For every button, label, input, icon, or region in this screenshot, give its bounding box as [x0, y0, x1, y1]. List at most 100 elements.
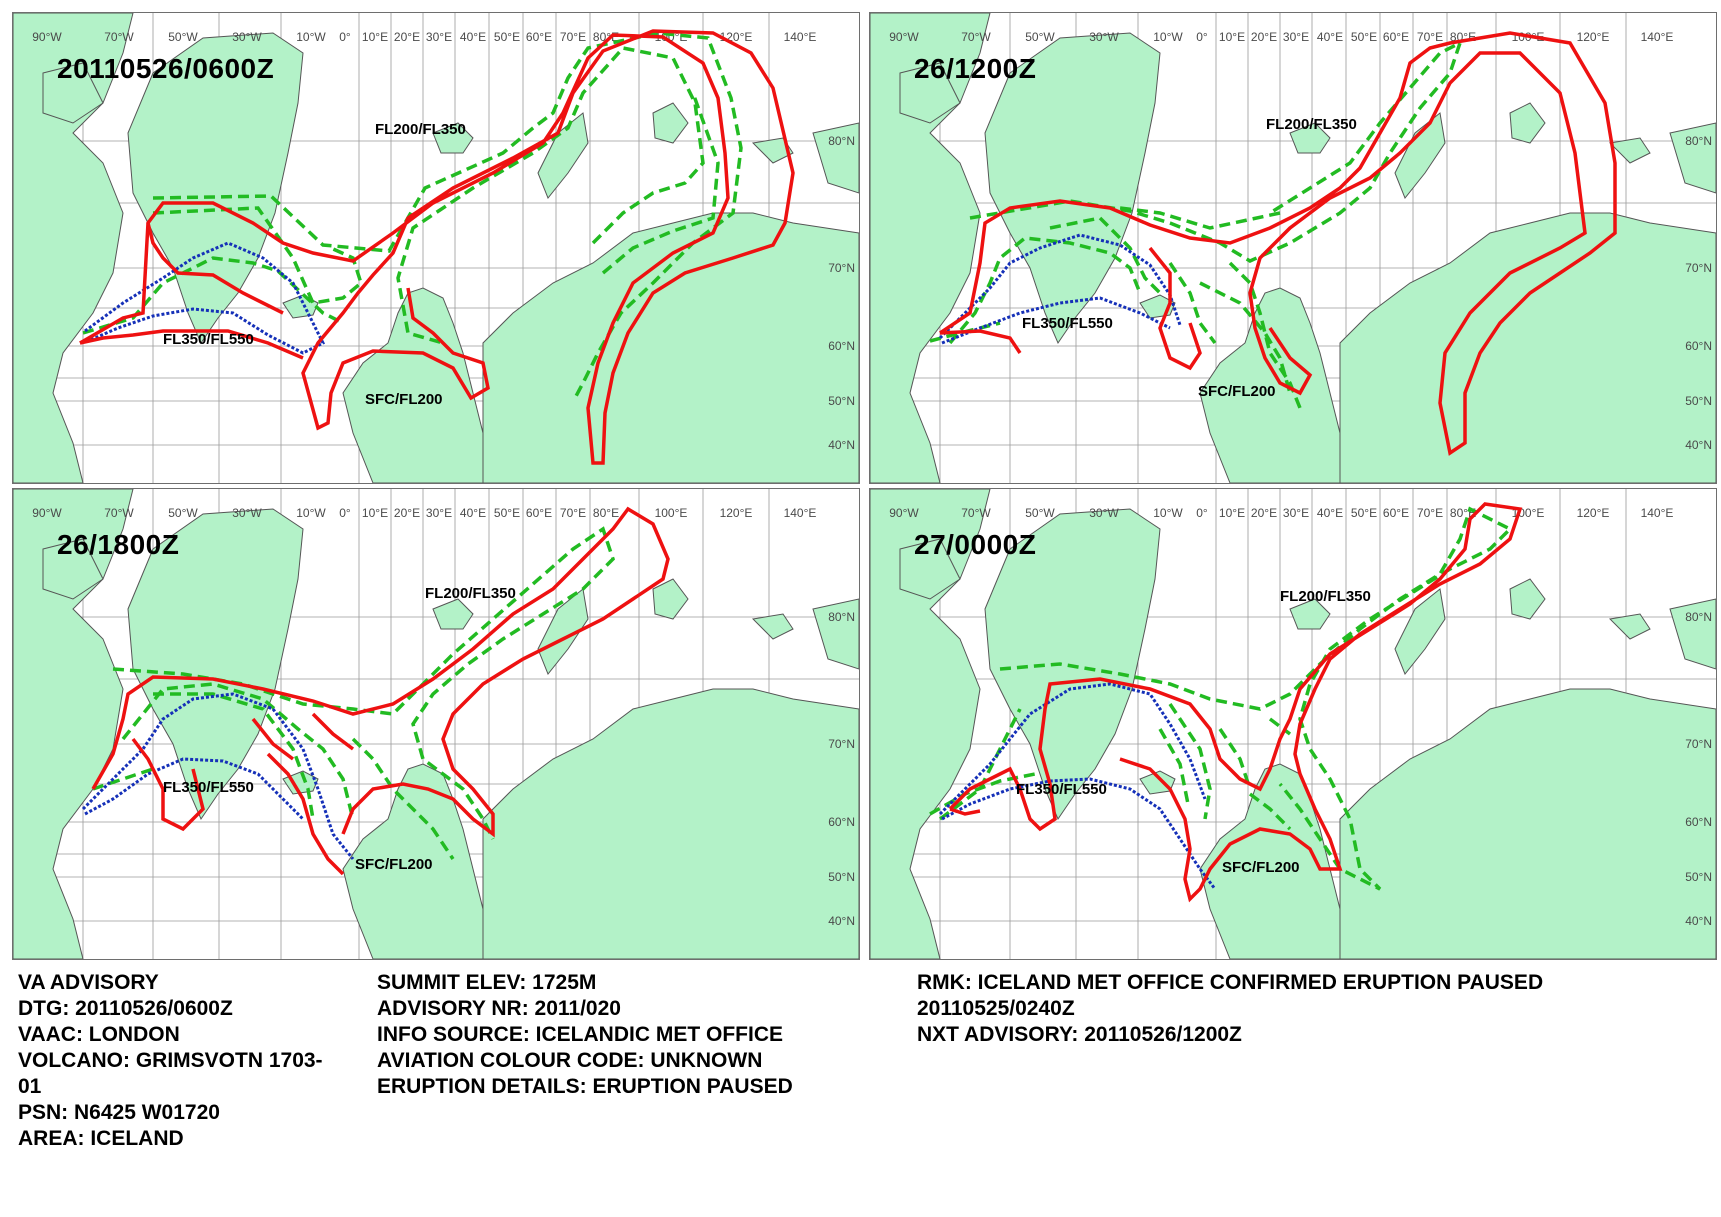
ash-contours — [79, 29, 795, 465]
longitude-label: 100°E — [655, 506, 688, 520]
land-area — [1289, 122, 1331, 154]
level-label-fl350-fl550: FL350/FL550 — [1022, 315, 1113, 332]
sfc-fl200-contour — [948, 502, 1523, 903]
fl350-fl550-contour — [938, 233, 1182, 345]
fl200-fl350-outer-contour — [938, 506, 1513, 891]
ash-contours — [929, 31, 1617, 456]
longitude-label: 60°E — [1383, 506, 1409, 520]
longitude-label: 0° — [1196, 30, 1208, 44]
latitude-label: 70°N — [1685, 261, 1712, 275]
land-area — [1669, 122, 1716, 194]
longitude-label: 20°E — [1251, 30, 1277, 44]
longitude-label: 120°E — [1577, 30, 1610, 44]
longitude-label: 60°E — [526, 30, 552, 44]
land-area — [342, 763, 484, 959]
advisory-volcano-cont: 01 — [18, 1075, 42, 1098]
land-area — [42, 62, 104, 124]
longitude-label: 70°E — [1417, 506, 1443, 520]
land-area — [751, 613, 794, 640]
longitude-label: 60°E — [526, 506, 552, 520]
longitude-label: 50°W — [168, 30, 198, 44]
longitude-label: 90°W — [889, 506, 919, 520]
longitude-label: 70°W — [961, 506, 991, 520]
longitude-label: 20°E — [394, 506, 420, 520]
latitude-label: 40°N — [1685, 914, 1712, 928]
longitude-label: 50°W — [1025, 506, 1055, 520]
advisory-block-right: RMK: ICELAND MET OFFICE CONFIRMED ERUPTI… — [917, 970, 1543, 1048]
land-area — [432, 122, 474, 154]
level-label-fl200-fl350: FL200/FL350 — [425, 585, 516, 602]
land-area — [1339, 688, 1716, 959]
ash-contours — [81, 506, 670, 876]
longitude-label: 10°W — [1153, 506, 1183, 520]
land-area — [1669, 598, 1716, 670]
advisory-remark-time: 20110525/0240Z — [917, 997, 1075, 1020]
land-area — [1289, 598, 1331, 630]
longitude-label: 70°W — [961, 30, 991, 44]
ash-contours — [929, 502, 1523, 903]
advisory-block-middle: SUMMIT ELEV: 1725M ADVISORY NR: 2011/020… — [377, 970, 793, 1100]
land-area — [537, 588, 589, 675]
map-canvas: 90°W 70°W 50°W 30°W 10°W 0° 10°E 20°E 30°E 40°E 50… — [870, 13, 1716, 483]
level-label-sfc-fl200: SFC/FL200 — [355, 856, 433, 873]
longitude-label: 30°W — [1089, 30, 1119, 44]
longitude-label: 30°E — [1283, 506, 1309, 520]
land-area — [984, 508, 1161, 821]
longitude-label: 70°W — [104, 506, 134, 520]
advisory-area: AREA: ICELAND — [18, 1127, 184, 1150]
longitude-label: 70°E — [560, 30, 586, 44]
level-label-sfc-fl200: SFC/FL200 — [365, 391, 443, 408]
land-area — [1394, 112, 1446, 199]
landmass — [13, 489, 859, 959]
land-area — [482, 688, 859, 959]
latitude-label: 40°N — [1685, 438, 1712, 452]
advisory-vaac: VAAC: LONDON — [18, 1023, 180, 1046]
fl200-fl350-inner-contour — [929, 728, 1292, 831]
longitude-label: 40°E — [1317, 30, 1343, 44]
longitude-label: 30°E — [426, 30, 452, 44]
longitude-label: 50°E — [494, 30, 520, 44]
land-area — [1608, 137, 1651, 164]
longitude-label: 140°E — [1641, 506, 1674, 520]
longitude-label: 10°W — [296, 30, 326, 44]
land-area — [870, 13, 991, 483]
landmass — [870, 13, 1716, 483]
fl200-fl350-inner-contour — [92, 692, 315, 820]
advisory-next: NXT ADVISORY: 20110526/1200Z — [917, 1023, 1242, 1046]
longitude-label: 70°W — [104, 30, 134, 44]
land-area — [1139, 770, 1176, 795]
longitude-label: 10°W — [296, 506, 326, 520]
level-label-sfc-fl200: SFC/FL200 — [1222, 859, 1300, 876]
map-panel-2: 90°W 70°W 50°W 30°W 10°W 0° 10°E 20°E 30°E 40°E 50… — [869, 12, 1717, 484]
land-area — [1339, 212, 1716, 483]
land-area — [127, 508, 304, 821]
graticule-labels: 90°W 70°W 50°W 30°W 10°W 0° 10°E 20°E 30°E 40°E 50… — [889, 506, 1712, 928]
latitude-label: 80°N — [1685, 610, 1712, 624]
advisory-title: VA ADVISORY — [18, 971, 159, 994]
land-area — [342, 287, 484, 483]
land-area — [482, 212, 859, 483]
level-label-fl200-fl350: FL200/FL350 — [375, 121, 466, 138]
land-area — [812, 598, 859, 670]
land-area — [1509, 578, 1546, 620]
level-label-fl350-fl550: FL350/FL550 — [163, 779, 254, 796]
longitude-label: 50°W — [1025, 30, 1055, 44]
advisory-colour-code: AVIATION COLOUR CODE: UNKNOWN — [377, 1049, 763, 1072]
longitude-label: 10°E — [1219, 30, 1245, 44]
map-canvas: 90°W 70°W 50°W 30°W 10°W 0° 10°E 20°E 30°E 40°E 50… — [13, 13, 859, 483]
longitude-label: 20°E — [1251, 506, 1277, 520]
forecast-time-label: 20110526/0600Z — [57, 53, 275, 84]
longitude-label: 50°W — [168, 506, 198, 520]
longitude-label: 70°E — [560, 506, 586, 520]
forecast-time-label: 27/0000Z — [914, 529, 1037, 560]
advisory-nr: ADVISORY NR: 2011/020 — [377, 997, 621, 1020]
longitude-label: 120°E — [720, 506, 753, 520]
longitude-label: 80°E — [593, 506, 619, 520]
level-label-fl200-fl350: FL200/FL350 — [1280, 588, 1371, 605]
longitude-label: 0° — [339, 30, 351, 44]
longitude-label: 0° — [339, 506, 351, 520]
longitude-label: 90°W — [889, 30, 919, 44]
advisory-psn: PSN: N6425 W01720 — [18, 1101, 220, 1124]
longitude-label: 30°W — [232, 30, 262, 44]
longitude-label: 50°E — [494, 506, 520, 520]
